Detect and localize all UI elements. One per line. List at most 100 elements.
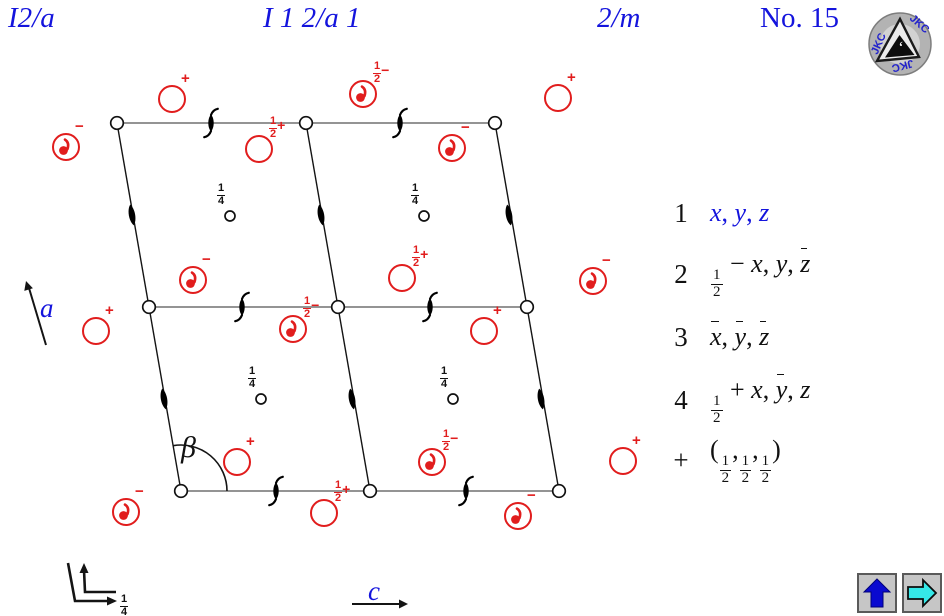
comma-icon xyxy=(445,139,456,156)
atom-circle xyxy=(418,448,446,476)
inversion-center-quarter xyxy=(255,393,267,405)
atom-circle xyxy=(112,498,140,526)
screw-axis-symbol xyxy=(458,475,474,507)
atom-circle xyxy=(470,317,498,345)
inversion-center xyxy=(551,483,567,499)
position-row: + (1 2, 1 2, 1 2) xyxy=(664,435,780,486)
atom-symbol: + xyxy=(544,69,576,112)
twofold-axis-symbol xyxy=(317,204,325,226)
position-expression: x, y, z xyxy=(710,198,770,227)
position-number: 1 xyxy=(674,197,688,228)
atom-circle xyxy=(349,80,377,108)
atom-height-label: + xyxy=(105,302,114,319)
atom-symbol-enantiomorph: − xyxy=(504,487,536,530)
full-hermann-mauguin-symbol: I 1 2/a 1 xyxy=(263,2,361,34)
position-number: + xyxy=(673,444,689,475)
atom-height-label: + xyxy=(181,70,190,87)
logo-comma: , xyxy=(899,40,903,59)
beta-angle-label: β xyxy=(181,431,196,464)
atom-symbol-enantiomorph: − xyxy=(579,252,611,295)
nav-next-button[interactable] xyxy=(902,573,942,613)
atom-circle xyxy=(438,134,466,162)
atom-circle xyxy=(245,135,273,163)
c-axis-label: c xyxy=(368,576,380,606)
atom-symbol: + xyxy=(470,302,502,345)
atom-circle xyxy=(388,264,416,292)
atom-height-label: 1 2− xyxy=(442,428,459,453)
atom-height-label: 1 2− xyxy=(303,295,320,320)
atom-symbol: 1 2 + xyxy=(388,245,428,292)
atom-symbol: + xyxy=(158,70,190,113)
space-group-number: No. 15 xyxy=(760,2,839,34)
atom-height-label: 1 2− xyxy=(373,60,390,85)
atom-symbol-enantiomorph: − xyxy=(179,251,211,294)
c-axis-arrow xyxy=(352,599,408,609)
inversion-center xyxy=(362,483,378,499)
logo-text-3: JKC xyxy=(890,57,914,74)
atom-circle xyxy=(179,266,207,294)
origin-offset-glyph xyxy=(66,562,117,606)
jkc-logo[interactable]: , JKC JKC JKC xyxy=(866,8,934,76)
a-axis-label: a xyxy=(40,293,54,323)
position-number: 3 xyxy=(674,321,688,352)
atom-circle xyxy=(579,267,607,295)
atom-symbol: 1 2 + xyxy=(310,480,350,527)
screw-axis-symbol xyxy=(203,107,219,139)
inversion-center xyxy=(298,115,314,131)
a-axis-arrow xyxy=(24,281,47,346)
comma-icon xyxy=(119,503,130,520)
atom-height-label: 1 2 + xyxy=(334,479,351,504)
atom-symbol: + xyxy=(223,433,255,476)
short-hermann-mauguin-symbol: I2/a xyxy=(8,2,55,34)
atom-circle xyxy=(52,133,80,161)
position-row: 3 x, y, z xyxy=(664,317,769,357)
atom-circle xyxy=(279,315,307,343)
inversion-center xyxy=(519,299,535,315)
atom-circle xyxy=(158,85,186,113)
atom-symbol: + xyxy=(82,302,114,345)
atom-height-label: + xyxy=(493,302,502,319)
point-group-symbol: 2/m xyxy=(597,2,641,34)
atom-height-label: − xyxy=(461,119,470,136)
atom-symbol-enantiomorph: − xyxy=(112,483,144,526)
position-number: 2 xyxy=(674,258,688,289)
twofold-axis-symbol xyxy=(348,388,356,410)
atom-circle xyxy=(504,502,532,530)
atom-symbol: 1 2 + xyxy=(245,116,285,163)
comma-icon xyxy=(186,271,197,288)
comma-icon xyxy=(586,272,597,289)
nav-up-button[interactable] xyxy=(857,573,897,613)
atom-symbol-enantiomorph: 1 2− xyxy=(279,296,319,343)
inversion-center-quarter xyxy=(418,210,430,222)
twofold-axis-symbol xyxy=(505,204,513,226)
atom-height-label: 1 2 + xyxy=(412,244,429,269)
screw-axis-symbol xyxy=(422,291,438,323)
inversion-center-quarter xyxy=(224,210,236,222)
inversion-center xyxy=(173,483,189,499)
position-expression: (1 2, 1 2, 1 2) xyxy=(710,434,781,486)
atom-circle xyxy=(544,84,572,112)
comma-icon xyxy=(511,507,522,524)
atom-circle xyxy=(310,499,338,527)
atom-height-label: − xyxy=(527,487,536,504)
comma-icon xyxy=(286,320,297,337)
beta-angle-arc xyxy=(172,444,228,492)
atom-symbol-enantiomorph: 1 2− xyxy=(349,61,389,108)
atom-symbol: + xyxy=(609,432,641,475)
screw-axis-symbol xyxy=(234,291,250,323)
inversion-center xyxy=(141,299,157,315)
atom-height-label: + xyxy=(632,432,641,449)
screw-axis-symbol xyxy=(392,107,408,139)
inversion-center xyxy=(330,299,346,315)
twofold-axis-symbol xyxy=(128,204,136,226)
position-expression: x, y, z xyxy=(710,322,770,351)
twofold-axis-symbol xyxy=(160,388,168,410)
